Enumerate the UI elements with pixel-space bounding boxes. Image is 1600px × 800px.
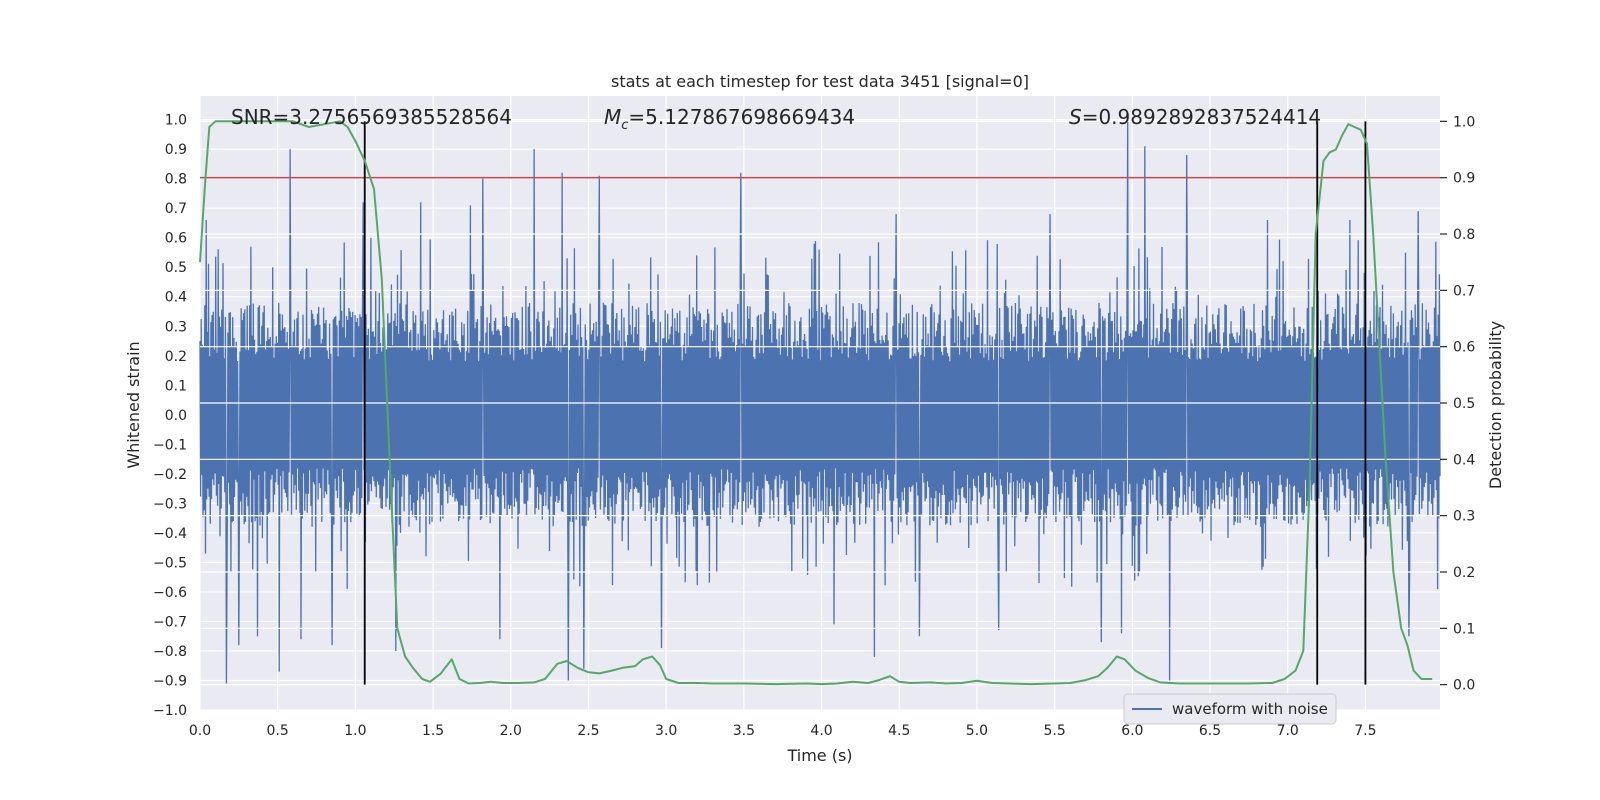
annotation-s-value: =0.9892892837524414: [1082, 105, 1321, 129]
legend-label: waveform with noise: [1172, 700, 1328, 718]
y-right-tick-label: 0.0: [1453, 678, 1475, 694]
y-left-tick-label: −1.0: [153, 703, 187, 719]
y-left-tick-label: 0.2: [165, 349, 187, 365]
x-tick-label: 5.0: [966, 723, 988, 739]
x-tick-label: 4.5: [888, 723, 910, 739]
x-tick-label: 6.5: [1199, 723, 1221, 739]
y-left-tick-label: −0.3: [153, 496, 187, 512]
y-right-tick-label: 0.3: [1453, 509, 1475, 525]
y-right-tick-label: 0.8: [1453, 227, 1475, 243]
waveform-series: [199, 119, 1441, 684]
y-left-tick-label: −0.1: [153, 437, 187, 453]
y-left-tick-label: 0.8: [165, 172, 187, 188]
y-left-tick-label: 0.6: [165, 231, 187, 247]
y-axis-label-left: Whitened strain: [124, 341, 143, 468]
y-left-tick-label: −0.9: [153, 673, 187, 689]
x-tick-label: 1.5: [422, 723, 444, 739]
annotation-s: S=0.9892892837524414: [1069, 105, 1321, 129]
probability-line: [199, 120, 1433, 686]
x-tick-label: 6.0: [1121, 723, 1143, 739]
y-right-tick-label: 0.5: [1453, 396, 1475, 412]
probability-series: [199, 120, 1433, 686]
y-right-tick-label: 0.4: [1453, 452, 1475, 468]
x-tick-label: 3.5: [733, 723, 755, 739]
x-tick-label: 3.0: [655, 723, 677, 739]
y-left-tick-label: 0.7: [165, 201, 187, 217]
annotation-mc-subscript: c: [621, 118, 628, 133]
y-right-tick-label: 0.2: [1453, 565, 1475, 581]
y-left-tick-label: −0.8: [153, 644, 187, 660]
annotation-mc-value: =5.127867698669434: [628, 105, 855, 129]
x-tick-label: 0.5: [267, 723, 289, 739]
y-left-tick-label: 0.3: [165, 319, 187, 335]
y-left-tick-label: 0.0: [165, 408, 187, 424]
y-right-tick-label: 1.0: [1453, 114, 1475, 130]
x-tick-label: 7.5: [1354, 723, 1376, 739]
annotation-mc: Mc=5.127867698669434: [604, 105, 855, 133]
y-left-tick-label: 0.4: [165, 290, 187, 306]
annotation-mc-symbol: M: [604, 105, 621, 129]
y-left-tick-label: −0.6: [153, 585, 187, 601]
annotation-snr: SNR=3.2756569385528564: [231, 105, 512, 129]
x-axis-label: Time (s): [786, 746, 852, 765]
x-tick-label: 5.5: [1044, 723, 1066, 739]
y-right-tick-label: 0.6: [1453, 340, 1475, 356]
chart-title: stats at each timestep for test data 345…: [611, 72, 1029, 91]
legend-box: [1123, 693, 1337, 725]
annotation-s-symbol: S: [1069, 105, 1082, 129]
y-left-tick-label: 0.1: [165, 378, 187, 394]
x-tick-label: 4.0: [810, 723, 832, 739]
y-left-tick-label: 0.9: [165, 142, 187, 158]
x-tick-label: 2.5: [577, 723, 599, 739]
y-left-tick-label: −0.5: [153, 555, 187, 571]
legend: waveform with noise: [1123, 693, 1337, 725]
y-left-tick-label: −0.7: [153, 614, 187, 630]
y-left-tick-label: −0.4: [153, 526, 187, 542]
axes: 0.0 0.5 1.0 1.5 2.0 2.5 3.0 3.5 4.0 4.5 5.0 5.5 6.0 6…: [153, 113, 1475, 739]
y-axis-label-right: Detection probability: [1486, 321, 1505, 489]
y-right-tick-label: 0.1: [1453, 621, 1475, 637]
x-tick-label: 7.0: [1277, 723, 1299, 739]
y-left-tick-label: 1.0: [165, 113, 187, 129]
overlay: [200, 120, 1440, 686]
x-tick-label: 2.0: [500, 723, 522, 739]
y-right-tick-label: 0.7: [1453, 283, 1475, 299]
waveform-line: [199, 119, 1441, 684]
x-tick-label: 1.0: [344, 723, 366, 739]
y-right-tick-label: 0.9: [1453, 171, 1475, 187]
y-left-tick-label: 0.5: [165, 260, 187, 276]
x-tick-label: 0.0: [189, 723, 211, 739]
y-left-tick-label: −0.2: [153, 467, 187, 483]
